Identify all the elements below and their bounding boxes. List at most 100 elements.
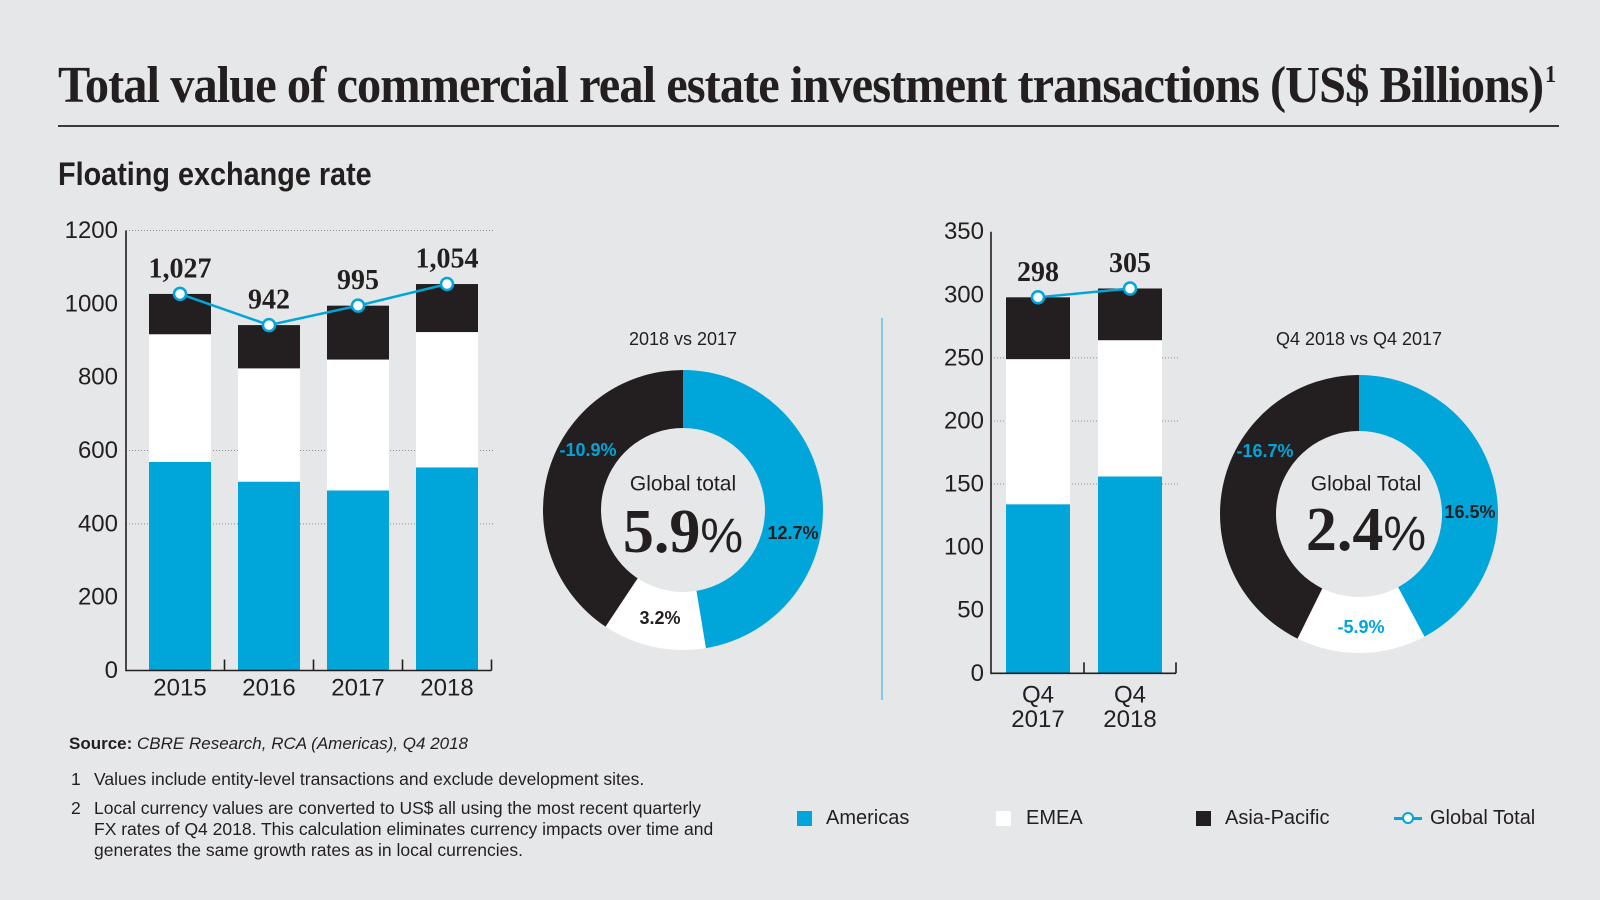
bar-segment-emea xyxy=(149,334,211,462)
donut-slice-label: 16.5% xyxy=(1444,502,1495,522)
center-value-number: 5.9 xyxy=(623,498,701,566)
y-tick-label: 400 xyxy=(78,510,118,537)
footnote-1: 1 Values include entity-level transactio… xyxy=(71,769,713,790)
bar-segment-americas xyxy=(327,490,389,671)
y-tick-label: 150 xyxy=(944,471,984,498)
bar-segment-americas xyxy=(149,461,211,671)
y-tick-label: 100 xyxy=(944,534,984,561)
source-label: Source: xyxy=(69,734,133,753)
bar-segment-emea xyxy=(1098,340,1162,477)
line-marker-circle xyxy=(1402,812,1414,824)
asia-pacific-swatch-icon xyxy=(1196,810,1211,826)
y-tick-label: 600 xyxy=(78,437,118,464)
donut-slice-americas xyxy=(1359,375,1498,637)
bar-segment-asia-pacific xyxy=(327,305,389,360)
section-divider xyxy=(881,318,883,700)
y-tick-label: 800 xyxy=(78,364,118,391)
emea-swatch-icon xyxy=(996,810,1011,826)
bar-segment-americas xyxy=(416,467,478,671)
donut-slice-label: -16.7% xyxy=(1236,441,1293,461)
y-tick-label: 1200 xyxy=(65,217,118,244)
footnote-line: Local currency values are converted to U… xyxy=(94,797,701,818)
footnote-line: FX rates of Q4 2018. This calculation el… xyxy=(94,818,714,839)
data-label: 995 xyxy=(337,265,379,296)
y-tick-label: 0 xyxy=(971,660,984,687)
y-tick-label: 1000 xyxy=(65,290,118,317)
x-tick-label: 2016 xyxy=(242,675,295,702)
annual-stacked-bar-chart: 0 200 400 600 800 1000 1200 2015 2016 2017 2018 1,0… xyxy=(65,217,493,702)
donut-slice-label: 12.7% xyxy=(767,523,818,543)
title-footnote-ref: 1 xyxy=(1545,62,1557,88)
footnote-text: Values include entity-level transactions… xyxy=(94,769,644,790)
donut-slice-americas xyxy=(683,370,824,649)
x-tick-label: Q4 xyxy=(1114,682,1146,709)
global-total-line xyxy=(179,282,448,327)
legend-label: Global Total xyxy=(1430,807,1536,829)
donut-slice-label: -10.9% xyxy=(559,440,616,460)
bar-segment-americas xyxy=(1098,476,1162,674)
chart-subtitle: Floating exchange rate xyxy=(58,156,372,192)
y-tick-label: 50 xyxy=(957,597,984,624)
bar-segment-emea xyxy=(238,368,300,482)
footnotes: 1 Values include entity-level transactio… xyxy=(71,769,713,861)
donut-center-value: 2.4% xyxy=(1306,496,1426,564)
bar-segment-americas xyxy=(1006,504,1070,674)
source-text: CBRE Research, RCA (Americas), Q4 2018 xyxy=(137,734,469,753)
quarterly-change-donut-chart: 16.5% -5.9% -16.7% Q4 2018 vs Q4 2017 Global… xyxy=(1220,329,1498,653)
y-tick-label: 200 xyxy=(78,584,118,611)
center-value-number: 2.4 xyxy=(1306,496,1384,564)
footnote-line: generates the same growth rates as in lo… xyxy=(94,839,523,860)
y-tick-label: 200 xyxy=(944,407,984,434)
legend-item-global-total: Global Total xyxy=(1394,808,1535,828)
donut-slice-emea xyxy=(1297,587,1425,653)
global-total-point xyxy=(439,276,455,292)
legend-label: EMEA xyxy=(1026,807,1083,829)
line-marker-icon xyxy=(1394,808,1422,828)
global-total-point xyxy=(1122,281,1138,296)
footnote-number: 1 xyxy=(71,769,81,789)
footnote-line: Values include entity-level transactions… xyxy=(94,769,645,789)
bar-segment-asia-pacific xyxy=(416,284,478,333)
page-title: Total value of commercial real estate in… xyxy=(58,60,1556,121)
legend-item-asia-pacific: Asia-Pacific xyxy=(1196,808,1329,828)
y-tick-label: 0 xyxy=(105,657,118,684)
global-total-line xyxy=(1037,287,1131,299)
bar-segment-asia-pacific xyxy=(1098,288,1162,341)
footnote-text: Local currency values are converted to U… xyxy=(94,798,713,861)
x-tick-label: 2018 xyxy=(420,675,473,702)
bar-segment-americas xyxy=(238,481,300,671)
global-total-point xyxy=(261,317,277,333)
data-label: 1,054 xyxy=(416,244,479,275)
donut-slice-asia-pacific xyxy=(1220,375,1359,639)
legend-item-americas: Americas xyxy=(797,808,909,828)
bar-segment-asia-pacific xyxy=(1006,297,1070,360)
legend-label: Americas xyxy=(826,807,910,829)
y-tick-label: 350 xyxy=(944,218,984,245)
x-tick-label: 2017 xyxy=(331,675,384,702)
data-label: 1,027 xyxy=(149,253,212,284)
footnote-2: 2 Local currency values are converted to… xyxy=(71,798,713,861)
donut-slice-label: -5.9% xyxy=(1337,617,1384,637)
donut-title: Q4 2018 vs Q4 2017 xyxy=(1276,329,1442,349)
donut-center-label: Global total xyxy=(630,473,736,496)
footnote-number: 2 xyxy=(71,797,81,818)
x-tick-label: 2017 xyxy=(1011,706,1064,733)
global-total-point xyxy=(350,298,366,313)
y-tick-label: 250 xyxy=(944,344,984,371)
x-tick-label: Q4 xyxy=(1022,682,1054,709)
donut-center-value: 5.9% xyxy=(623,498,743,566)
title-divider xyxy=(58,125,1559,127)
annual-change-donut-chart: 12.7% 3.2% -10.9% 2018 vs 2017 Global total5… xyxy=(543,329,824,650)
center-value-unit: % xyxy=(700,510,743,563)
donut-slice-label: 3.2% xyxy=(639,608,680,628)
donut-title: 2018 vs 2017 xyxy=(629,329,737,349)
donut-slice-asia-pacific xyxy=(543,370,683,627)
center-value-unit: % xyxy=(1383,508,1426,561)
bar-segment-emea xyxy=(327,359,389,491)
data-label: 942 xyxy=(248,285,290,316)
americas-swatch-icon xyxy=(797,810,812,826)
global-total-point xyxy=(172,286,188,302)
legend-label: Asia-Pacific xyxy=(1225,807,1330,829)
